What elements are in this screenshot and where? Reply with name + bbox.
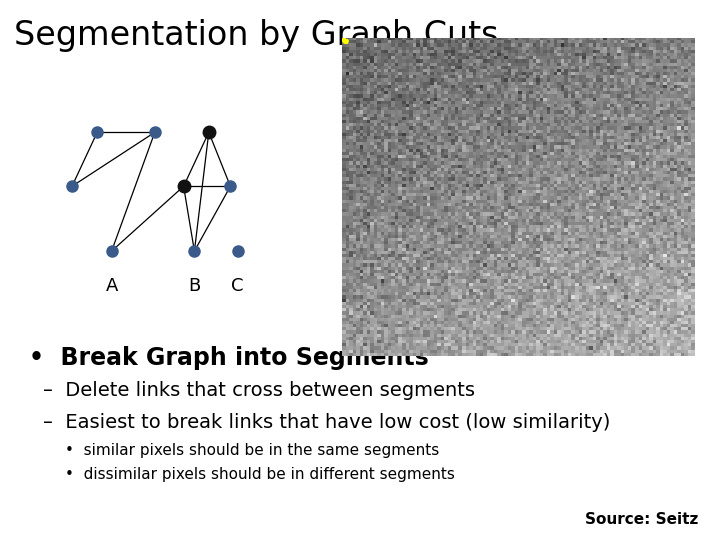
Text: C: C (231, 277, 244, 295)
Text: –  Easiest to break links that have low cost (low similarity): – Easiest to break links that have low c… (43, 413, 611, 432)
Text: B: B (188, 277, 201, 295)
Text: •  dissimilar pixels should be in different segments: • dissimilar pixels should be in differe… (65, 467, 454, 482)
Text: Source: Seitz: Source: Seitz (585, 511, 698, 526)
Text: •  Break Graph into Segments: • Break Graph into Segments (29, 346, 428, 369)
Text: –  Delete links that cross between segments: – Delete links that cross between segmen… (43, 381, 475, 400)
Text: A: A (105, 277, 118, 295)
Text: Segmentation by Graph Cuts: Segmentation by Graph Cuts (14, 19, 499, 52)
Text: •  similar pixels should be in the same segments: • similar pixels should be in the same s… (65, 443, 439, 458)
